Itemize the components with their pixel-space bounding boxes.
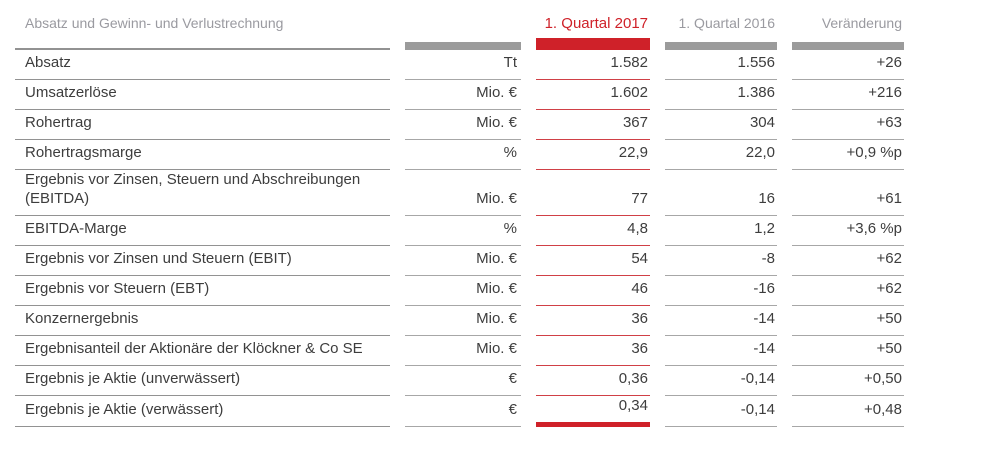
row-value-change: +3,6 %p <box>792 216 904 246</box>
row-value-q1-2017: 367 <box>536 110 650 140</box>
row-value-q1-2016: -16 <box>665 276 777 306</box>
row-value-change: +50 <box>792 336 904 366</box>
column-header-q1-2017: 1. Quartal 2017 <box>544 15 648 32</box>
row-value-q1-2017: 22,9 <box>536 140 650 170</box>
row-value-change: +62 <box>792 246 904 276</box>
row-unit: Mio. € <box>405 306 521 336</box>
row-value-change: +50 <box>792 306 904 336</box>
change-column-bar <box>792 42 904 50</box>
row-value-q1-2017: 77 <box>536 170 650 216</box>
table-row: Ergebnis je Aktie (verwässert) € 0,34 -0… <box>15 396 904 427</box>
row-value-q1-2016: 1.556 <box>665 50 777 80</box>
row-value-q1-2017: 0,36 <box>536 366 650 396</box>
row-label: Konzernergebnis <box>15 306 390 336</box>
row-unit: Mio. € <box>405 170 521 216</box>
row-value-q1-2016: -14 <box>665 336 777 366</box>
table-row: Absatz Tt 1.582 1.556 +26 <box>15 50 904 80</box>
table-row: Ergebnis vor Zinsen und Steuern (EBIT) M… <box>15 246 904 276</box>
title-underline-rule <box>15 38 390 50</box>
row-value-q1-2017: 0,34 <box>536 396 650 427</box>
q1-2017-column-bar <box>536 38 650 50</box>
table-row: Ergebnis je Aktie (unverwässert) € 0,36 … <box>15 366 904 396</box>
row-unit: Mio. € <box>405 336 521 366</box>
row-value-q1-2016: -14 <box>665 306 777 336</box>
row-value-q1-2016: 1,2 <box>665 216 777 246</box>
q1-2016-column-bar <box>665 42 777 50</box>
column-marker-bar-row <box>15 38 904 50</box>
table-row: Ergebnis vor Steuern (EBT) Mio. € 46 -16… <box>15 276 904 306</box>
unit-column-header <box>405 0 521 38</box>
column-header-q1-2016: 1. Quartal 2016 <box>678 15 775 31</box>
row-unit: Mio. € <box>405 276 521 306</box>
row-label: Ergebnis je Aktie (verwässert) <box>15 396 390 427</box>
row-unit: € <box>405 396 521 427</box>
row-value-q1-2017: 46 <box>536 276 650 306</box>
row-value-q1-2017: 4,8 <box>536 216 650 246</box>
row-value-q1-2017: 36 <box>536 306 650 336</box>
row-unit: Mio. € <box>405 80 521 110</box>
row-label: Rohertrag <box>15 110 390 140</box>
row-value-change: +0,9 %p <box>792 140 904 170</box>
row-value-change: +61 <box>792 170 904 216</box>
row-value-change: +63 <box>792 110 904 140</box>
row-value-change: +26 <box>792 50 904 80</box>
row-unit: Tt <box>405 50 521 80</box>
row-label: Absatz <box>15 50 390 80</box>
row-label: Ergebnis vor Zinsen und Steuern (EBIT) <box>15 246 390 276</box>
row-unit: Mio. € <box>405 246 521 276</box>
row-unit: € <box>405 366 521 396</box>
row-value-q1-2016: 304 <box>665 110 777 140</box>
row-value-change: +0,50 <box>792 366 904 396</box>
row-value-q1-2016: 16 <box>665 170 777 216</box>
table-row: Konzernergebnis Mio. € 36 -14 +50 <box>15 306 904 336</box>
row-value-change: +216 <box>792 80 904 110</box>
row-unit: % <box>405 140 521 170</box>
unit-column-bar <box>405 42 521 50</box>
row-value-q1-2017: 36 <box>536 336 650 366</box>
table-row: Ergebnisanteil der Aktionäre der Klöckne… <box>15 336 904 366</box>
row-value-q1-2017: 1.582 <box>536 50 650 80</box>
table-row: Umsatzerlöse Mio. € 1.602 1.386 +216 <box>15 80 904 110</box>
q1-2017-column-bar-cell <box>536 38 650 50</box>
row-label: Ergebnis vor Steuern (EBT) <box>15 276 390 306</box>
row-label: Rohertragsmarge <box>15 140 390 170</box>
table-row: Rohertragsmarge % 22,9 22,0 +0,9 %p <box>15 140 904 170</box>
row-value-q1-2016: 22,0 <box>665 140 777 170</box>
row-unit: Mio. € <box>405 110 521 140</box>
row-value-q1-2017: 1.602 <box>536 80 650 110</box>
row-label: Umsatzerlöse <box>15 80 390 110</box>
change-column-bar-cell <box>792 38 904 50</box>
row-label: Ergebnisanteil der Aktionäre der Klöckne… <box>15 336 390 366</box>
q1-2016-column-bar-cell <box>665 38 777 50</box>
row-value-q1-2016: -0,14 <box>665 366 777 396</box>
table-row: Ergebnis vor Zinsen, Steuern und Abschre… <box>15 170 904 216</box>
row-value-change: +0,48 <box>792 396 904 427</box>
row-value-change: +62 <box>792 276 904 306</box>
column-header-change: Veränderung <box>821 15 902 31</box>
row-value-q1-2016: 1.386 <box>665 80 777 110</box>
row-value-q1-2016: -0,14 <box>665 396 777 427</box>
row-value-q1-2016: -8 <box>665 246 777 276</box>
row-label: Ergebnis vor Zinsen, Steuern und Abschre… <box>15 170 390 216</box>
row-value-q1-2017: 54 <box>536 246 650 276</box>
row-label: EBITDA-Marge <box>15 216 390 246</box>
financial-results-table: Absatz und Gewinn- und Verlustrechnung 1… <box>15 0 904 427</box>
row-label: Ergebnis je Aktie (unverwässert) <box>15 366 390 396</box>
table-header-row: Absatz und Gewinn- und Verlustrechnung 1… <box>15 0 904 38</box>
row-unit: % <box>405 216 521 246</box>
table-row: Rohertrag Mio. € 367 304 +63 <box>15 110 904 140</box>
table-row: EBITDA-Marge % 4,8 1,2 +3,6 %p <box>15 216 904 246</box>
table-title: Absatz und Gewinn- und Verlustrechnung <box>25 15 284 31</box>
table-body: Absatz Tt 1.582 1.556 +26 Umsatzerlöse M… <box>15 50 904 427</box>
unit-column-bar-cell <box>405 38 521 50</box>
